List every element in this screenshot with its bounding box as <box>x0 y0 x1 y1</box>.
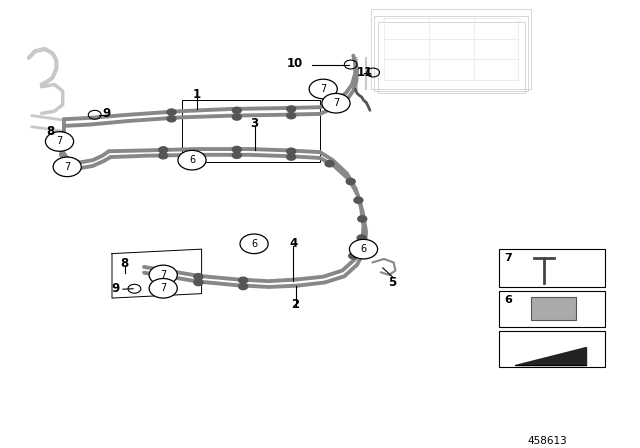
Circle shape <box>239 284 248 289</box>
Circle shape <box>287 148 296 155</box>
Text: 7: 7 <box>56 137 63 146</box>
Bar <box>499 249 605 287</box>
Circle shape <box>232 146 241 153</box>
Text: 458613: 458613 <box>527 436 567 446</box>
Text: 6: 6 <box>189 155 195 165</box>
Circle shape <box>287 106 296 112</box>
Text: 7: 7 <box>160 270 166 280</box>
Text: 7: 7 <box>333 98 339 108</box>
Text: 7: 7 <box>160 283 166 293</box>
Text: 9: 9 <box>103 107 111 120</box>
Text: 7: 7 <box>504 253 512 263</box>
Circle shape <box>349 239 378 259</box>
Circle shape <box>346 178 355 185</box>
Text: 8: 8 <box>46 125 54 138</box>
Circle shape <box>159 153 168 159</box>
Circle shape <box>149 265 177 285</box>
Circle shape <box>194 274 203 280</box>
Circle shape <box>232 107 241 113</box>
Text: 7: 7 <box>320 84 326 94</box>
Text: 11: 11 <box>356 65 373 78</box>
Text: 9: 9 <box>111 282 119 295</box>
Circle shape <box>232 152 241 159</box>
Circle shape <box>358 216 367 222</box>
Circle shape <box>178 151 206 170</box>
Circle shape <box>232 114 241 120</box>
Circle shape <box>309 79 337 99</box>
Circle shape <box>349 253 358 259</box>
Circle shape <box>167 116 176 122</box>
Text: 10: 10 <box>286 57 303 70</box>
Circle shape <box>194 280 203 286</box>
Text: 6: 6 <box>360 244 367 254</box>
Bar <box>371 9 531 89</box>
Bar <box>378 22 525 94</box>
Circle shape <box>149 279 177 298</box>
Circle shape <box>322 94 350 113</box>
Bar <box>182 100 320 162</box>
Text: 3: 3 <box>251 117 259 130</box>
Bar <box>531 297 576 320</box>
Polygon shape <box>515 347 586 365</box>
Text: 7: 7 <box>64 162 70 172</box>
Text: 5: 5 <box>388 276 396 289</box>
Circle shape <box>53 157 81 177</box>
Text: 1: 1 <box>193 88 201 101</box>
Text: 6: 6 <box>504 295 512 305</box>
Circle shape <box>354 197 363 203</box>
Text: 8: 8 <box>121 257 129 270</box>
Text: 6: 6 <box>251 239 257 249</box>
Circle shape <box>45 132 74 151</box>
Circle shape <box>239 277 248 284</box>
Circle shape <box>357 235 366 241</box>
Circle shape <box>240 234 268 254</box>
Text: 2: 2 <box>292 298 300 311</box>
Circle shape <box>287 154 296 160</box>
Circle shape <box>167 109 176 115</box>
Bar <box>499 332 605 367</box>
Circle shape <box>287 112 296 119</box>
Circle shape <box>159 147 168 153</box>
Bar <box>499 291 605 327</box>
Bar <box>374 16 528 91</box>
Text: 4: 4 <box>289 237 297 250</box>
Circle shape <box>325 161 334 167</box>
